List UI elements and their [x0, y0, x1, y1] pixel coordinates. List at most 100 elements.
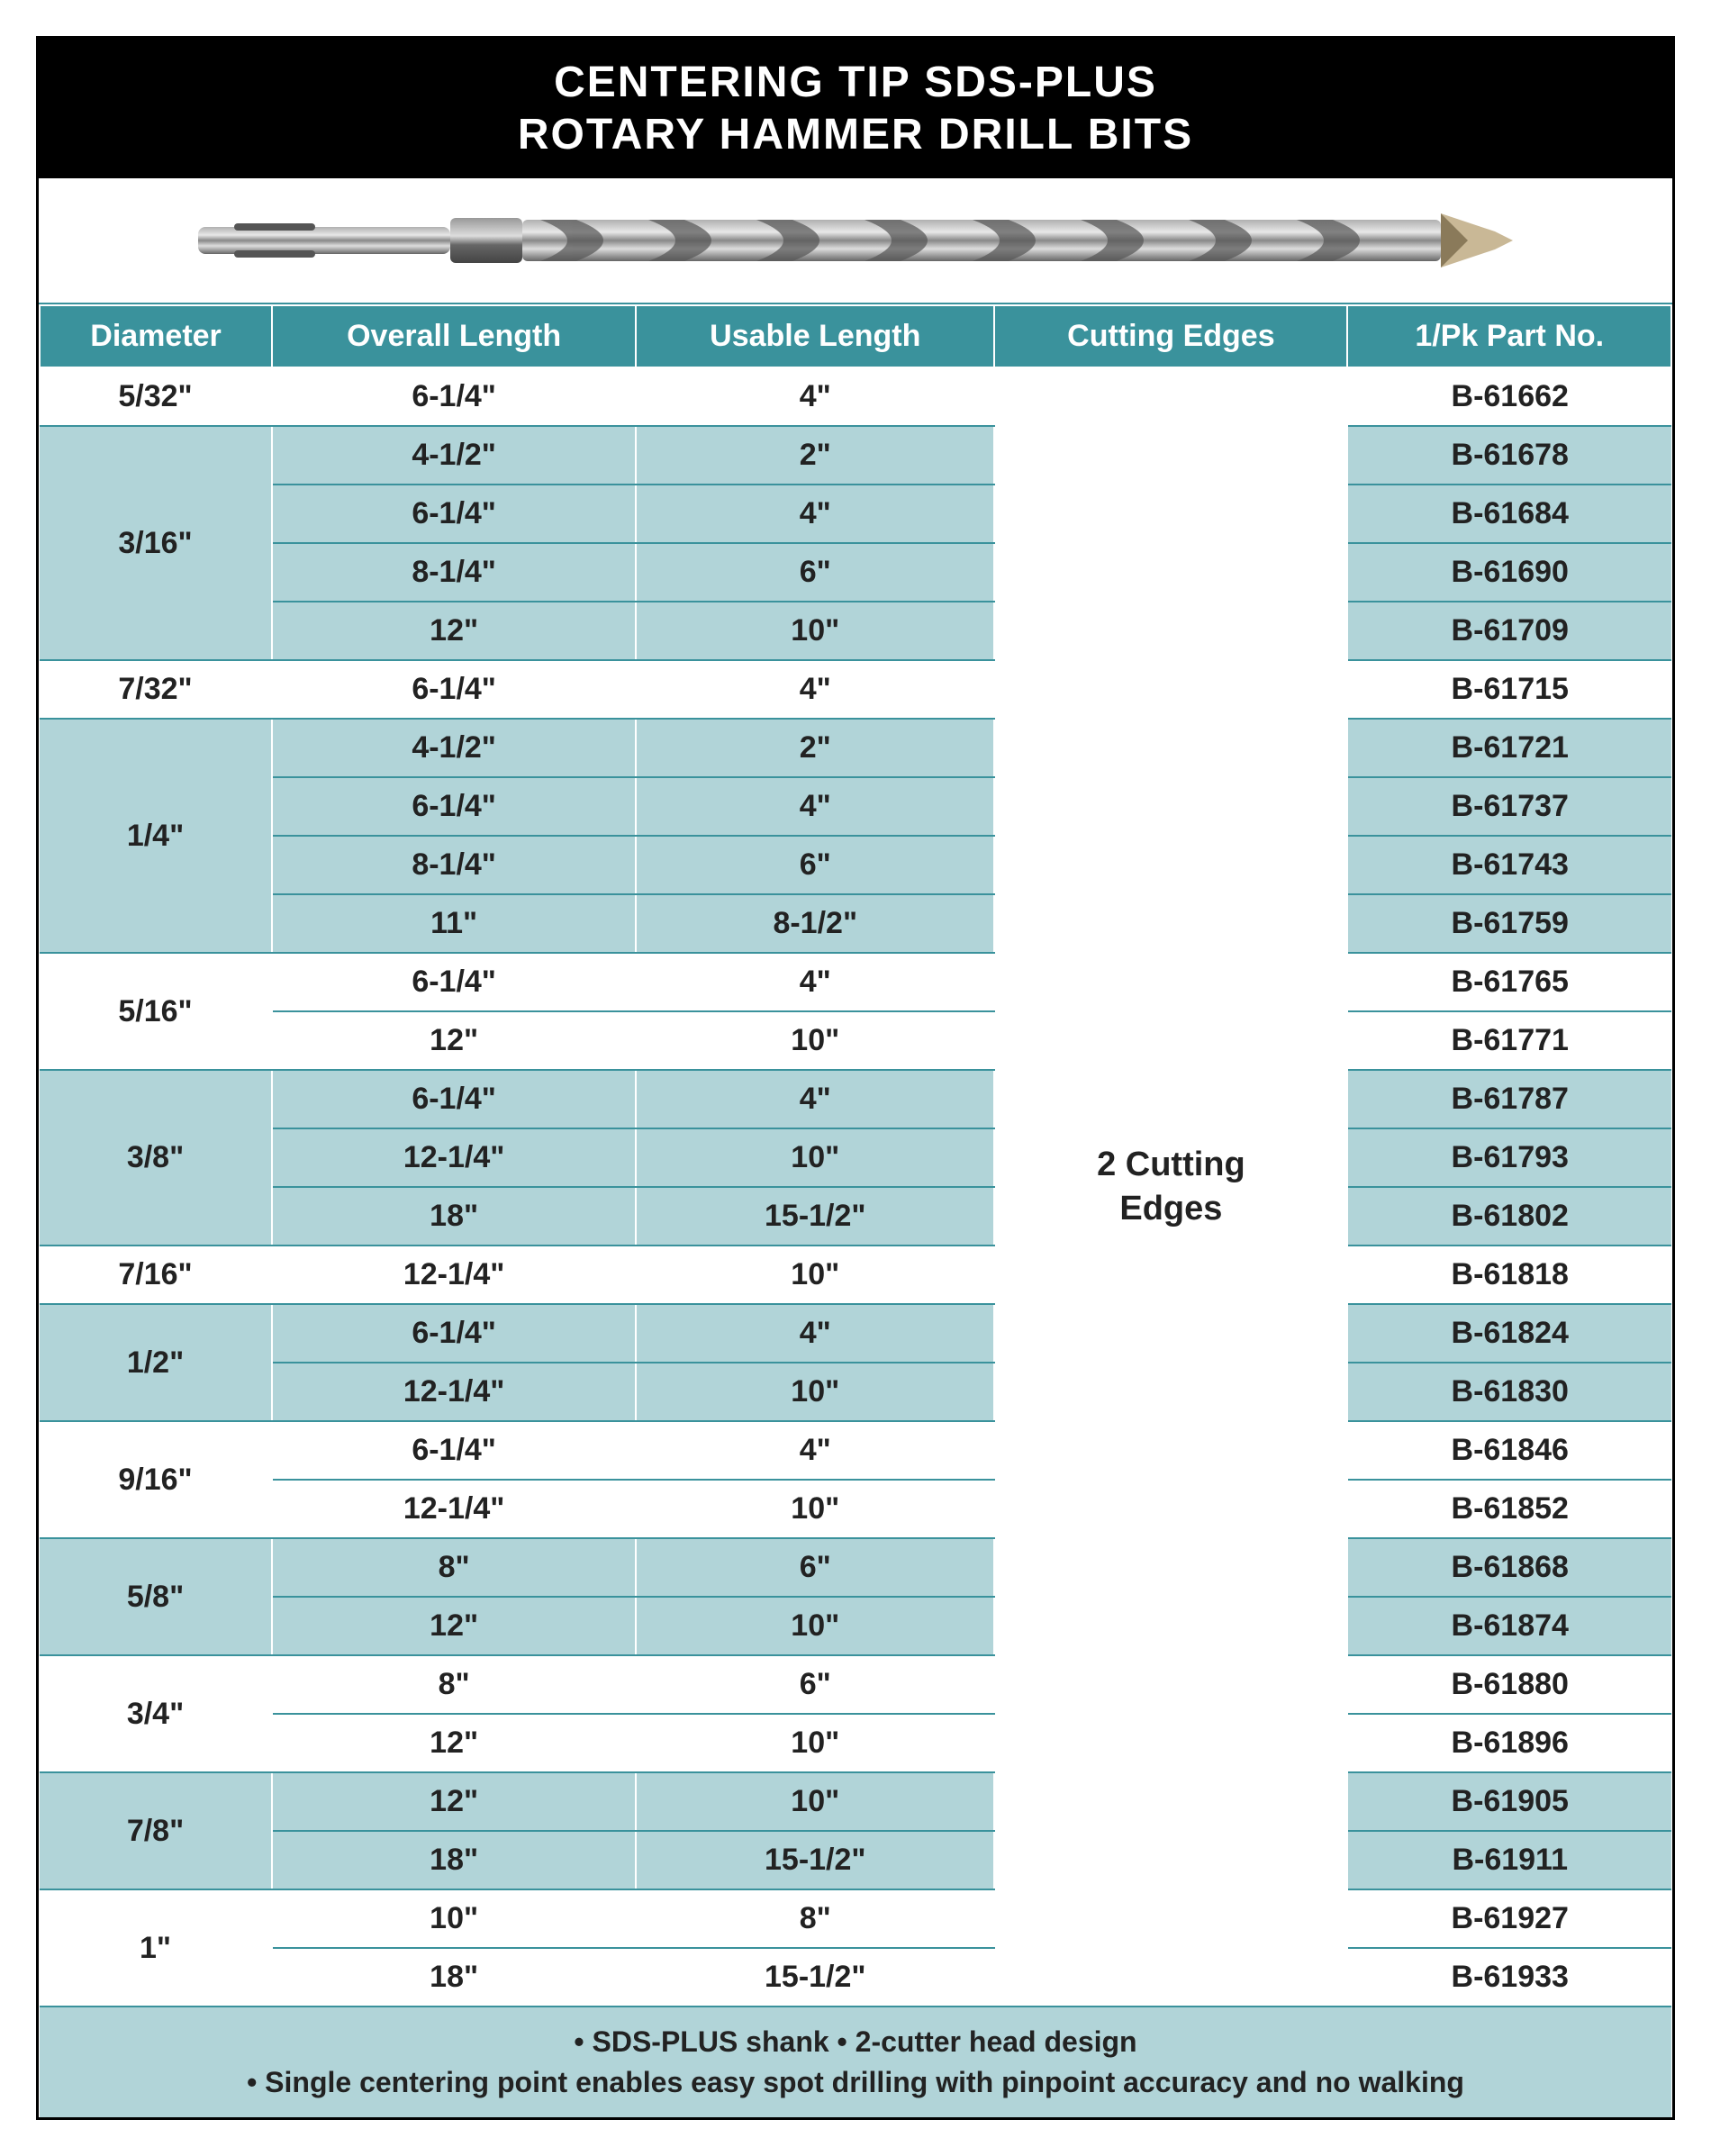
col-cutting-edges: Cutting Edges: [994, 305, 1347, 367]
cell-diameter: 3/8": [40, 1070, 272, 1246]
cell-part-no: B-61905: [1347, 1772, 1671, 1831]
table-row: 5/32"6-1/4"4"2 CuttingEdgesB-61662: [40, 367, 1671, 426]
table-row: 12-1/4"10" B-61852: [40, 1480, 1671, 1538]
table-row: 6-1/4"4" B-61737: [40, 777, 1671, 836]
cell-overall-length: 6-1/4": [272, 953, 636, 1011]
cell-usable-length: 4": [636, 1304, 994, 1363]
cell-usable-length: 2": [636, 719, 994, 777]
cell-overall-length: 12-1/4": [272, 1246, 636, 1304]
header-row: Diameter Overall Length Usable Length Cu…: [40, 305, 1671, 367]
table-row: 11"8-1/2"B-61759: [40, 894, 1671, 953]
table-row: 12"10"B-61709: [40, 602, 1671, 660]
table-row: 9/16"6-1/4"4"B-61846: [40, 1421, 1671, 1480]
cell-diameter: 7/8": [40, 1772, 272, 1889]
cell-overall-length: 8": [272, 1655, 636, 1714]
table-row: 12-1/4"10" B-61830: [40, 1363, 1671, 1421]
cell-usable-length: 10": [636, 1128, 994, 1187]
table-row: 5/8"8"6"B-61868: [40, 1538, 1671, 1597]
cell-usable-length: 4": [636, 660, 994, 719]
cell-part-no: B-61793: [1347, 1128, 1671, 1187]
cell-part-no: B-61743: [1347, 836, 1671, 894]
cell-overall-length: 6-1/4": [272, 367, 636, 426]
cell-part-no: B-61896: [1347, 1714, 1671, 1772]
cell-usable-length: 15-1/2": [636, 1831, 994, 1889]
table-row: 7/16"12-1/4"10"B-61818: [40, 1246, 1671, 1304]
table-row: 12"10"B-61896: [40, 1714, 1671, 1772]
cell-usable-length: 8": [636, 1889, 994, 1948]
cell-usable-length: 6": [636, 836, 994, 894]
cell-usable-length: 4": [636, 777, 994, 836]
cell-part-no: B-61830: [1347, 1363, 1671, 1421]
table-row: 8-1/4"6"B-61743: [40, 836, 1671, 894]
cell-part-no: B-61690: [1347, 543, 1671, 602]
cell-part-no: B-61684: [1347, 485, 1671, 543]
table-body: 5/32"6-1/4"4"2 CuttingEdgesB-616623/16"4…: [40, 367, 1671, 2117]
cell-usable-length: 6": [636, 543, 994, 602]
cell-overall-length: 10": [272, 1889, 636, 1948]
cell-part-no: B-61852: [1347, 1480, 1671, 1538]
table-row: 18"15-1/2"B-61933: [40, 1948, 1671, 2007]
cell-usable-length: 15-1/2": [636, 1187, 994, 1246]
col-diameter: Diameter: [40, 305, 272, 367]
cell-overall-length: 18": [272, 1948, 636, 2007]
cell-overall-length: 12": [272, 1714, 636, 1772]
cell-overall-length: 6-1/4": [272, 777, 636, 836]
cell-overall-length: 6-1/4": [272, 1304, 636, 1363]
cell-overall-length: 12": [272, 1772, 636, 1831]
cell-part-no: B-61911: [1347, 1831, 1671, 1889]
cell-diameter: 5/32": [40, 367, 272, 426]
cell-usable-length: 6": [636, 1538, 994, 1597]
cell-part-no: B-61787: [1347, 1070, 1671, 1128]
cell-diameter: 5/16": [40, 953, 272, 1070]
cell-part-no: B-61771: [1347, 1011, 1671, 1070]
cell-part-no: B-61824: [1347, 1304, 1671, 1363]
cell-cutting-edges: 2 CuttingEdges: [994, 367, 1347, 2007]
cell-usable-length: 10": [636, 1480, 994, 1538]
cell-diameter: 7/16": [40, 1246, 272, 1304]
footer-row: • SDS-PLUS shank • 2-cutter head design•…: [40, 2007, 1671, 2117]
spec-table: Diameter Overall Length Usable Length Cu…: [39, 304, 1672, 2117]
cell-usable-length: 10": [636, 1363, 994, 1421]
cell-usable-length: 10": [636, 1011, 994, 1070]
cell-overall-length: 4-1/2": [272, 426, 636, 485]
table-row: 5/16"6-1/4"4"B-61765: [40, 953, 1671, 1011]
table-row: 7/8"12"10"B-61905: [40, 1772, 1671, 1831]
cell-diameter: 3/4": [40, 1655, 272, 1772]
cell-usable-length: 10": [636, 1246, 994, 1304]
cell-usable-length: 4": [636, 953, 994, 1011]
table-row: 1/2"6-1/4"4"B-61824: [40, 1304, 1671, 1363]
cell-usable-length: 15-1/2": [636, 1948, 994, 2007]
cell-usable-length: 10": [636, 1597, 994, 1655]
cell-overall-length: 18": [272, 1831, 636, 1889]
spec-table-container: CENTERING TIP SDS-PLUS ROTARY HAMMER DRI…: [36, 36, 1675, 2120]
cell-diameter: 5/8": [40, 1538, 272, 1655]
cell-part-no: B-61715: [1347, 660, 1671, 719]
cell-part-no: B-61759: [1347, 894, 1671, 953]
cell-part-no: B-61678: [1347, 426, 1671, 485]
cell-overall-length: 12": [272, 602, 636, 660]
table-row: 18"15-1/2" B-61911: [40, 1831, 1671, 1889]
col-usable-length: Usable Length: [636, 305, 994, 367]
cell-overall-length: 6-1/4": [272, 1421, 636, 1480]
cell-overall-length: 12-1/4": [272, 1363, 636, 1421]
drill-bit-icon: [180, 200, 1531, 281]
table-row: 1/4"4-1/2"2"B-61721: [40, 719, 1671, 777]
cell-part-no: B-61737: [1347, 777, 1671, 836]
table-row: 12"10"B-61874: [40, 1597, 1671, 1655]
cell-diameter: 1/2": [40, 1304, 272, 1421]
table-row: 1"10"8"B-61927: [40, 1889, 1671, 1948]
cell-overall-length: 6-1/4": [272, 485, 636, 543]
cell-part-no: B-61721: [1347, 719, 1671, 777]
cell-usable-length: 4": [636, 1070, 994, 1128]
cell-usable-length: 2": [636, 426, 994, 485]
cell-overall-length: 12-1/4": [272, 1480, 636, 1538]
cell-part-no: B-61927: [1347, 1889, 1671, 1948]
drill-bit-image: [39, 178, 1672, 304]
col-part-no: 1/Pk Part No.: [1347, 305, 1671, 367]
cell-diameter: 1/4": [40, 719, 272, 953]
table-row: 12"10"B-61771: [40, 1011, 1671, 1070]
cell-overall-length: 18": [272, 1187, 636, 1246]
cell-part-no: B-61709: [1347, 602, 1671, 660]
cell-overall-length: 4-1/2": [272, 719, 636, 777]
table-row: 12-1/4"10"B-61793: [40, 1128, 1671, 1187]
